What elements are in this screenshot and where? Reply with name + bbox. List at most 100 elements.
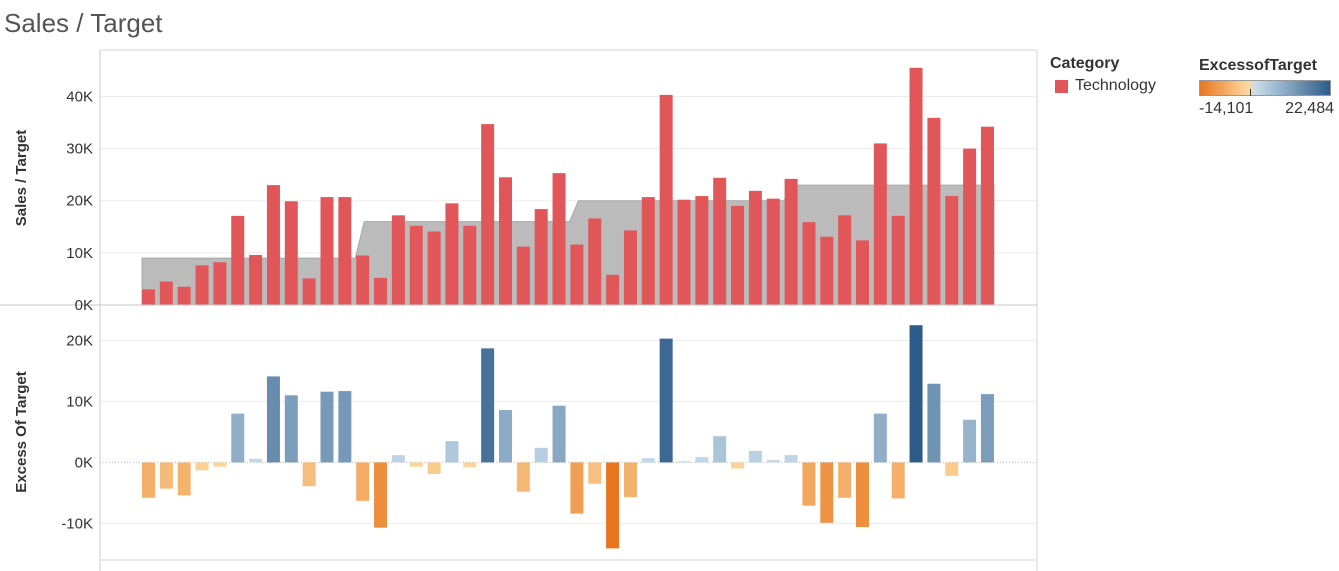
sales-bar: [249, 254, 263, 305]
bottom-y-axis-ticks: -10K 0K 10K 20K: [61, 332, 93, 532]
sales-bar: [713, 177, 727, 305]
y-tick-label: 40K: [66, 88, 93, 105]
excess-bar: [766, 459, 780, 463]
sales-bar: [338, 197, 352, 305]
excess-bar: [802, 462, 816, 506]
excess-bar: [142, 462, 155, 498]
excess-bar: [659, 338, 673, 463]
legend-item-label: Technology: [1075, 77, 1156, 94]
sales-bar: [909, 67, 923, 305]
sales-bar: [391, 215, 405, 305]
excess-bar: [731, 462, 745, 469]
y-tick-label: -10K: [61, 515, 93, 532]
sales-bar: [570, 244, 584, 305]
excess-bar: [980, 394, 994, 463]
chart-title: Sales / Target: [4, 8, 163, 38]
excess-bar: [748, 450, 762, 463]
sales-bar: [231, 215, 245, 305]
excess-bar: [677, 461, 691, 463]
sales-bar: [356, 255, 370, 305]
excess-bar: [588, 462, 602, 484]
panel-frame: [0, 49, 1038, 571]
sales-bar: [302, 278, 316, 305]
sales-bar: [427, 231, 441, 305]
legend-item-technology[interactable]: Technology: [1050, 77, 1156, 95]
sales-bar: [516, 246, 530, 305]
excess-bar: [927, 383, 941, 463]
excess-bar: [856, 462, 869, 528]
excess-bar: [570, 462, 584, 514]
sales-bar: [641, 197, 655, 305]
excess-bar: [409, 462, 423, 467]
category-legend-title: Category: [1050, 55, 1120, 72]
excess-bar: [552, 405, 566, 463]
sales-bar: [445, 203, 459, 305]
excess-bar: [695, 456, 709, 463]
excess-bar: [338, 391, 352, 463]
sales-bar: [623, 230, 637, 305]
excess-bar: [427, 462, 441, 475]
excess-bar: [534, 447, 548, 463]
sales-bar: [856, 240, 869, 305]
sales-bar: [731, 205, 745, 305]
excess-bar: [891, 462, 905, 499]
sales-bar: [409, 225, 423, 305]
sales-bars: [142, 67, 994, 306]
y-tick-label: 0K: [75, 297, 93, 314]
bottom-y-axis-label: Excess Of Target: [13, 371, 30, 492]
sales-bar: [891, 215, 905, 305]
sales-bar: [927, 117, 941, 306]
y-tick-label: 20K: [66, 193, 93, 210]
y-tick-label: 20K: [66, 332, 93, 349]
sales-bar: [695, 196, 709, 305]
excess-bar: [213, 462, 227, 467]
gradient-min-label: -14,101: [1199, 100, 1254, 117]
sales-bar: [784, 178, 798, 305]
excess-bar: [356, 462, 370, 501]
sales-bar: [945, 196, 959, 305]
excess-bars: [142, 325, 994, 549]
excess-bar: [320, 391, 334, 463]
sales-bar: [159, 281, 173, 305]
sales-bar: [213, 262, 227, 305]
excess-bar: [266, 376, 280, 463]
sales-bar: [320, 197, 334, 305]
sales-bar: [588, 218, 602, 305]
sales-bar: [838, 215, 852, 305]
sales-bar: [552, 173, 566, 305]
sales-bar: [177, 286, 191, 305]
excess-bar: [623, 462, 637, 498]
sales-bar: [142, 289, 155, 305]
excess-legend-title: ExcessofTarget: [1199, 57, 1317, 74]
chart-canvas: 0K 10K 20K 30K 40K -10K 0K 10K 20K Sales / Targ…: [0, 49, 1038, 571]
excess-bar: [391, 455, 405, 463]
y-tick-label: 10K: [66, 245, 93, 262]
excess-bar: [374, 462, 388, 528]
sales-bar: [802, 222, 816, 305]
sales-bar: [766, 198, 780, 305]
sales-bar: [873, 143, 887, 305]
sales-bar: [980, 126, 994, 305]
sales-bar: [748, 190, 762, 305]
excess-bar: [195, 462, 209, 471]
excess-bar: [463, 462, 477, 468]
sales-bar: [284, 201, 298, 305]
sales-bar: [659, 94, 673, 305]
excess-bar: [963, 419, 977, 463]
y-tick-label: 0K: [75, 454, 93, 471]
excess-bar: [516, 462, 530, 492]
y-tick-label: 10K: [66, 393, 93, 410]
legend-swatch: [1055, 79, 1068, 93]
sales-bar: [374, 277, 388, 305]
excess-bar: [873, 413, 887, 463]
excess-bar: [177, 462, 191, 496]
color-gradient-bar: [1199, 80, 1331, 96]
sales-bar: [499, 177, 512, 305]
sales-bar: [463, 225, 477, 305]
excess-bar: [481, 348, 495, 463]
excess-bar: [499, 409, 512, 463]
excess-bar: [249, 458, 263, 463]
gradient-max-label: 22,484: [1285, 100, 1334, 117]
excess-bar: [606, 462, 620, 549]
sales-bar: [195, 265, 209, 305]
